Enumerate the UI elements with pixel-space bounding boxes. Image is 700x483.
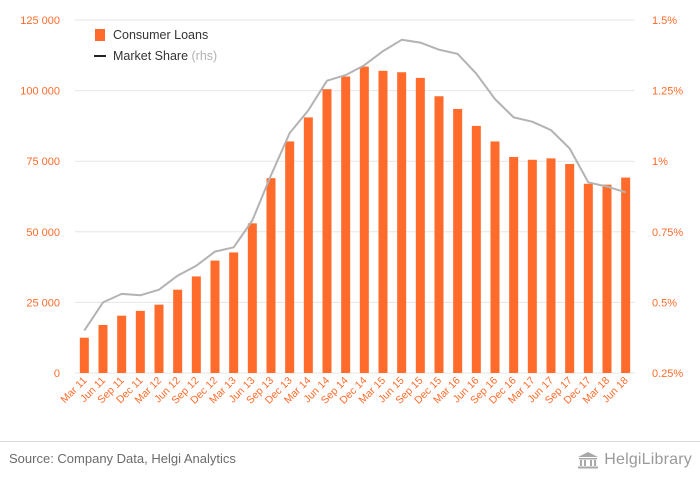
source-note: Source: Company Data, Helgi Analytics xyxy=(9,451,236,466)
bar xyxy=(471,125,481,374)
bar xyxy=(341,76,351,373)
bar xyxy=(378,70,388,373)
bar xyxy=(565,164,575,373)
bar xyxy=(415,77,425,373)
y-right-tick-label: 1.5% xyxy=(652,15,677,27)
legend-swatch-consumer-loans xyxy=(95,29,105,41)
bar xyxy=(546,158,556,373)
y-right-tick-label: 0.25% xyxy=(652,368,683,380)
bar xyxy=(98,324,108,373)
bar xyxy=(173,289,183,373)
y-left-tick-label: 0 xyxy=(54,368,60,380)
legend-label-consumer-loans: Consumer Loans xyxy=(113,28,208,42)
library-building-icon xyxy=(578,452,599,469)
legend-label-market-share: Market Share (rhs) xyxy=(113,49,217,63)
y-right-tick-label: 1.25% xyxy=(652,86,683,98)
bar xyxy=(359,66,369,373)
chart-svg: 0 25 000 50 000 75 000 100 000 125 000 0.25% 0.… xyxy=(20,15,683,407)
bar xyxy=(509,156,519,373)
bar xyxy=(210,260,220,373)
y-right-tick-label: 0.5% xyxy=(652,297,677,309)
bar xyxy=(229,252,239,373)
market-share-line xyxy=(83,38,626,332)
bar xyxy=(621,177,631,373)
bar xyxy=(285,141,295,373)
y-right-tick-label: 0.75% xyxy=(652,227,683,239)
brand-logo: HelgiLibrary xyxy=(577,449,692,471)
bar xyxy=(583,183,593,373)
bar xyxy=(602,184,612,373)
y-left-tick-label: 125 000 xyxy=(20,15,60,27)
bar xyxy=(79,337,89,373)
y-left-tick-label: 100 000 xyxy=(20,86,60,98)
bar xyxy=(527,159,537,373)
bar xyxy=(191,276,201,373)
bar xyxy=(322,89,332,374)
footer-divider xyxy=(0,441,700,442)
legend-rhs-note: (rhs) xyxy=(188,49,217,63)
bar xyxy=(135,310,145,373)
brand-name: HelgiLibrary xyxy=(604,451,692,468)
bar xyxy=(247,223,257,373)
y-left-tick-label: 25 000 xyxy=(26,297,60,309)
bar xyxy=(117,315,127,373)
bar xyxy=(303,117,313,373)
bar xyxy=(154,304,164,373)
y-left-tick-label: 75 000 xyxy=(26,156,60,168)
bar xyxy=(490,141,500,373)
y-right-tick-label: 1% xyxy=(652,156,668,168)
bar xyxy=(453,108,463,374)
y-left-tick-label: 50 000 xyxy=(26,227,60,239)
bar xyxy=(434,96,444,374)
bar xyxy=(397,72,407,373)
bar xyxy=(266,178,276,373)
